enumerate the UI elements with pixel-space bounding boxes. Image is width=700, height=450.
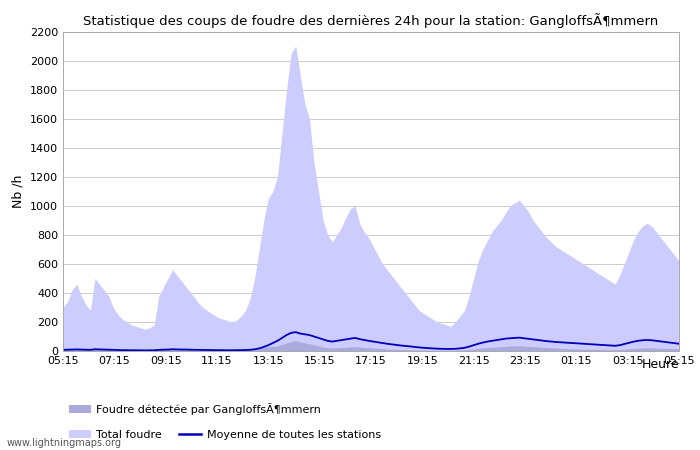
Title: Statistique des coups de foudre des dernières 24h pour la station: GangloffsÃ¶mm: Statistique des coups de foudre des dern… [83,13,659,27]
Text: www.lightningmaps.org: www.lightningmaps.org [7,438,122,448]
Legend: Foudre détectée par GangloffsÃ¶mmern: Foudre détectée par GangloffsÃ¶mmern [69,403,321,415]
Y-axis label: Nb /h: Nb /h [11,175,25,208]
Text: Heure: Heure [641,358,679,371]
